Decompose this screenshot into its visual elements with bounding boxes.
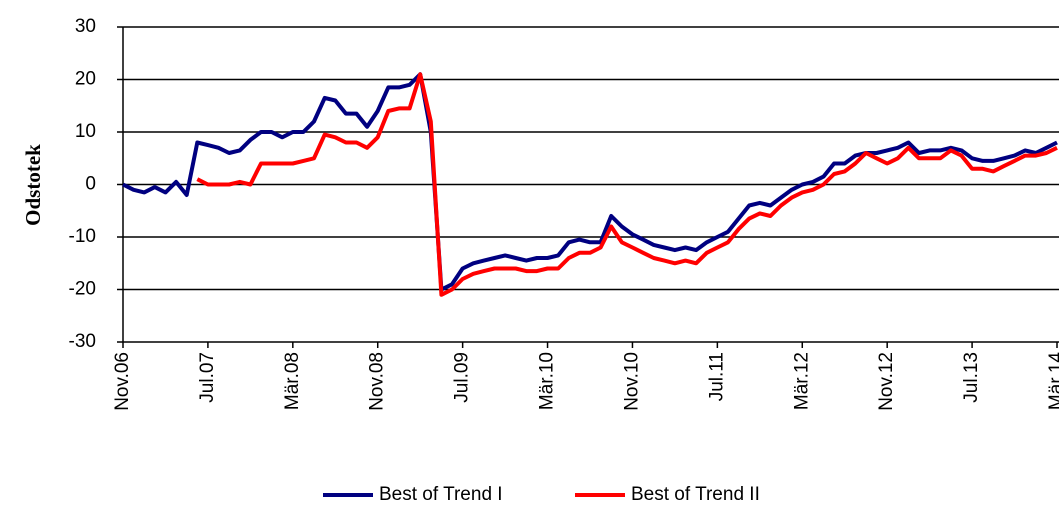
series-line [122, 72, 1058, 292]
x-tick-label: Nov.08 [367, 352, 388, 411]
legend-label: Best of Trend II [631, 484, 760, 505]
y-tick-label: 30 [75, 16, 96, 37]
y-axis-label: Odstotek [21, 144, 45, 226]
x-tick-label: Mär.14 [1046, 352, 1059, 411]
x-tick-label: Mär.12 [791, 352, 812, 410]
y-tick-label: -20 [69, 279, 96, 300]
x-tick-label: Jul.11 [706, 352, 727, 401]
x-tick-label: Jul.07 [197, 352, 218, 403]
x-tick-label: Mär.08 [282, 352, 303, 410]
x-tick-label: Jul.13 [961, 352, 982, 403]
x-tick-label: Nov.06 [112, 352, 133, 411]
x-tick-label: Nov.10 [621, 352, 642, 411]
x-tick-label: Mär.10 [537, 352, 558, 410]
y-tick-label: 10 [75, 121, 96, 142]
y-tick-label: 0 [85, 174, 96, 195]
series-line [196, 72, 1058, 297]
y-tick-label: -30 [69, 331, 96, 352]
x-tick-label: Nov.12 [876, 352, 897, 411]
x-tick-label: Jul.09 [452, 352, 473, 403]
y-tick-label: 20 [75, 69, 96, 90]
y-tick-label: -10 [69, 226, 96, 247]
legend-label: Best of Trend I [379, 484, 503, 505]
